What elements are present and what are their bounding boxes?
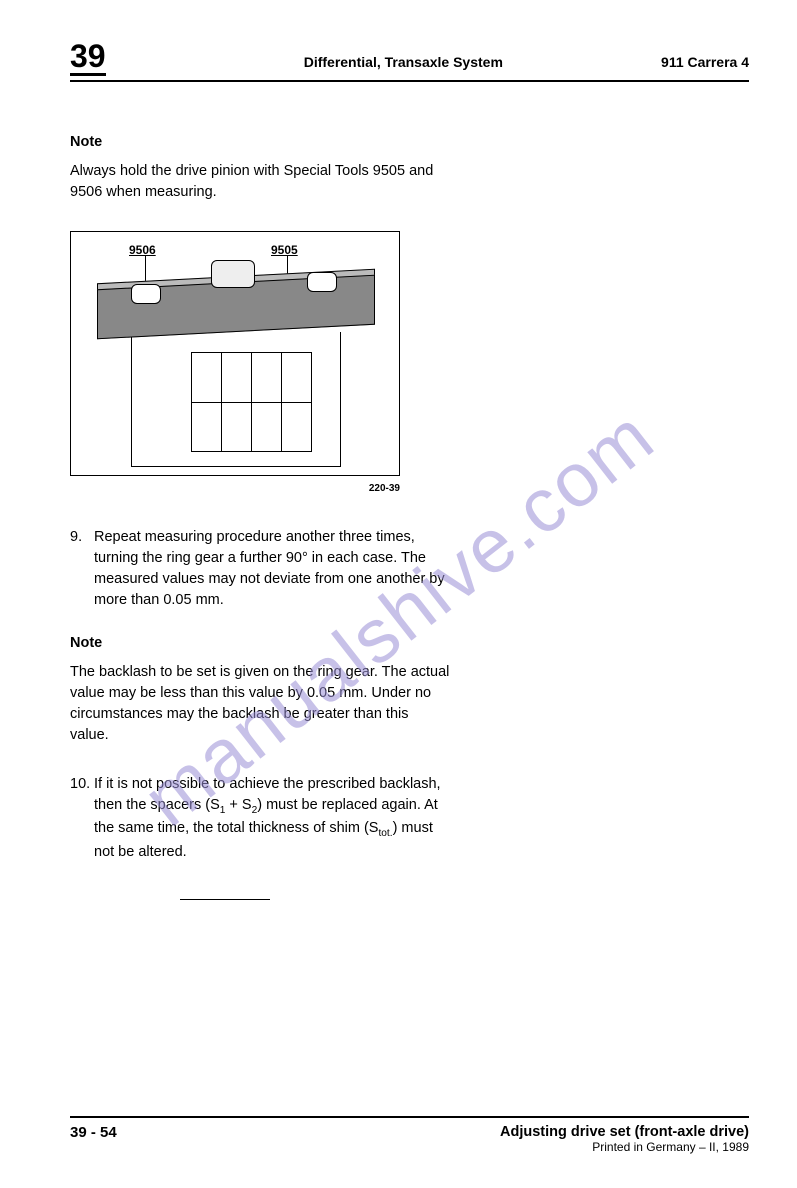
step-9: 9. Repeat measuring procedure another th… bbox=[70, 527, 450, 611]
note2-body: The backlash to be set is given on the r… bbox=[70, 662, 450, 746]
technical-figure: 9506 9505 bbox=[70, 231, 400, 476]
footer-title: Adjusting drive set (front-axle drive) bbox=[500, 1124, 749, 1140]
figure-bolt-left bbox=[131, 284, 161, 304]
figure-label-9506: 9506 bbox=[129, 242, 156, 259]
figure-label-9505: 9505 bbox=[271, 242, 298, 259]
content-column: Note Always hold the drive pinion with S… bbox=[70, 132, 450, 900]
figure-grid bbox=[191, 352, 311, 452]
figure-bolt-right bbox=[307, 272, 337, 292]
footer-right: Adjusting drive set (front-axle drive) P… bbox=[500, 1124, 749, 1154]
footer-printed: Printed in Germany – II, 1989 bbox=[500, 1140, 749, 1154]
note1-heading: Note bbox=[70, 132, 450, 153]
step-9-number: 9. bbox=[70, 527, 94, 611]
figure-caption: 220-39 bbox=[70, 482, 400, 497]
footer-page-number: 39 - 54 bbox=[70, 1124, 117, 1141]
note2-heading: Note bbox=[70, 633, 450, 654]
header-right-title: 911 Carrera 4 bbox=[661, 54, 749, 70]
chapter-number: 39 bbox=[70, 40, 106, 76]
page-header: 39 Differential, Transaxle System 911 Ca… bbox=[70, 40, 749, 82]
step-9-text: Repeat measuring procedure another three… bbox=[94, 527, 450, 611]
figure-nut-center bbox=[211, 260, 255, 288]
section-end-rule bbox=[180, 899, 270, 900]
step-10: 10. If it is not possible to achieve the… bbox=[70, 774, 450, 863]
header-center-title: Differential, Transaxle System bbox=[106, 54, 661, 70]
step-10-text: If it is not possible to achieve the pre… bbox=[94, 774, 450, 863]
note1-body: Always hold the drive pinion with Specia… bbox=[70, 161, 450, 203]
step-10-number: 10. bbox=[70, 774, 94, 863]
page-footer: 39 - 54 Adjusting drive set (front-axle … bbox=[70, 1116, 749, 1154]
